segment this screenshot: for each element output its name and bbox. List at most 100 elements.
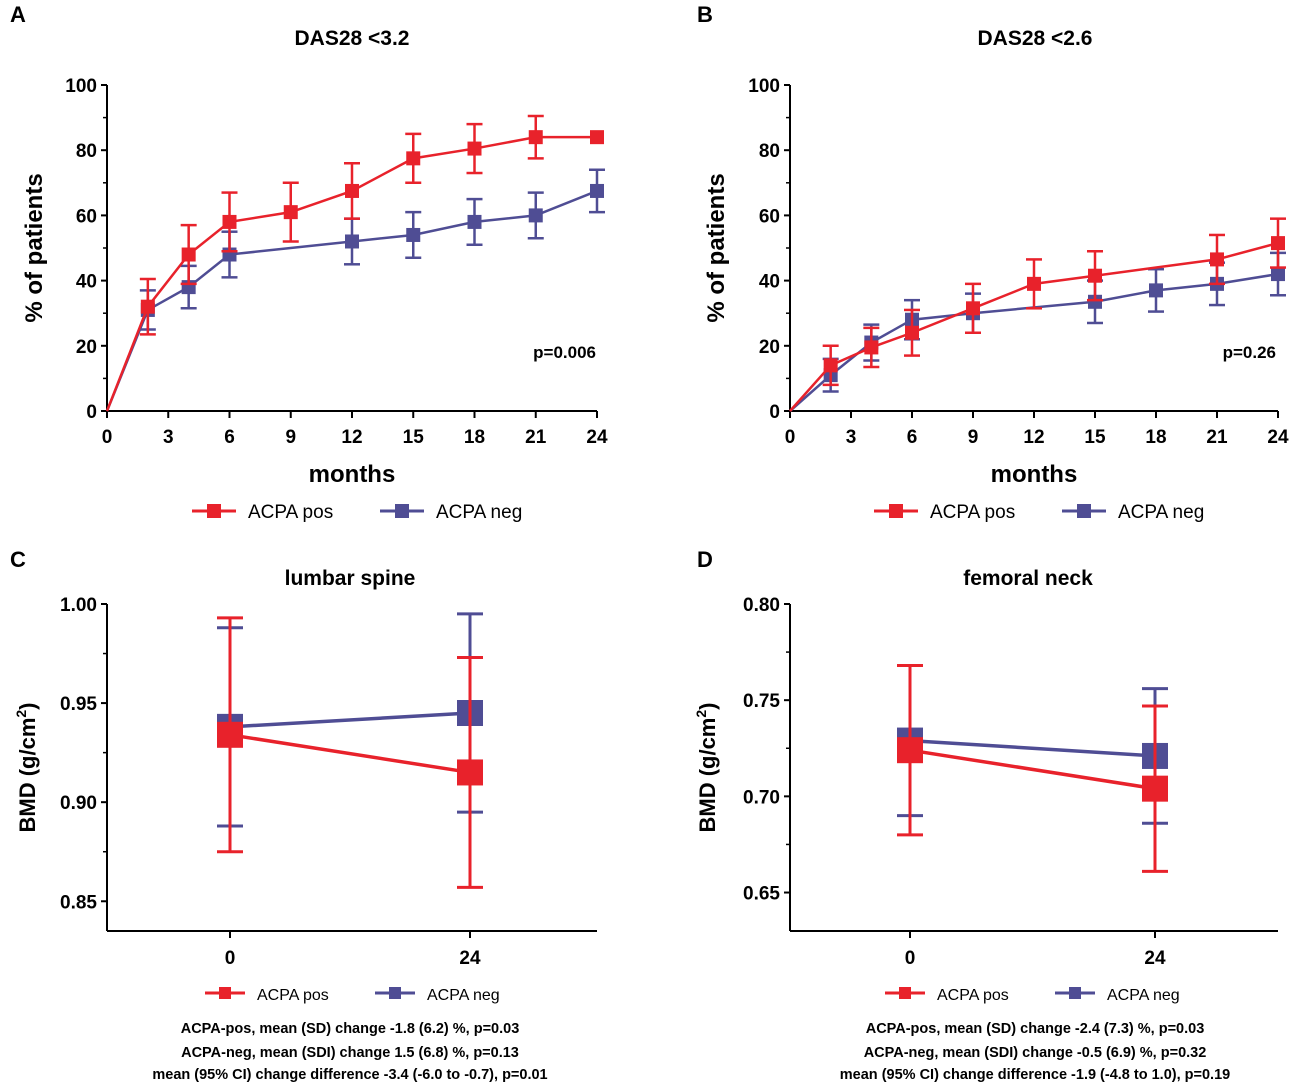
- x-tick-label: 24: [586, 427, 608, 448]
- y-axis-label-sup: 2: [693, 710, 709, 718]
- y-tick-label: 100: [65, 76, 97, 97]
- y-tick-label: 20: [759, 337, 780, 358]
- y-axis-label: BMD (g/cm2): [693, 702, 720, 832]
- data-point-acpa-neg: [528, 208, 543, 223]
- x-tick-label: 6: [224, 427, 235, 448]
- legend-label: ACPA pos: [937, 987, 1009, 1004]
- x-tick-label: 3: [163, 427, 174, 448]
- y-tick-label: 0.75: [743, 691, 780, 712]
- data-point-acpa-pos: [1088, 268, 1102, 283]
- legend-marker: [889, 504, 903, 518]
- data-point-acpa-pos: [905, 325, 919, 340]
- legend-marker: [207, 504, 221, 518]
- data-point-acpa-neg: [1088, 294, 1102, 309]
- y-tick-label: 60: [759, 206, 780, 227]
- legend-label: ACPA pos: [930, 502, 1015, 523]
- data-point-acpa-pos: [457, 759, 483, 786]
- y-tick-label: 1.00: [60, 595, 97, 616]
- legend-label: ACPA pos: [248, 502, 333, 523]
- legend-label: ACPA pos: [257, 987, 329, 1004]
- y-axis-label-end: ): [695, 702, 720, 709]
- panel-a: A DAS28 <3.2 0 20 40 60 80 100 0 3 6 9 12 15 18 21 24 % o…: [10, 2, 608, 523]
- x-tick-label: 24: [1144, 948, 1166, 969]
- y-tick-label: 0.85: [60, 892, 97, 913]
- x-tick-label: 15: [1084, 427, 1106, 448]
- panel-label: C: [10, 547, 26, 572]
- y-tick-label: 60: [76, 206, 97, 227]
- data-point-acpa-pos: [1271, 236, 1285, 251]
- x-tick-label: 18: [1145, 427, 1166, 448]
- panel-label: D: [697, 547, 713, 572]
- x-tick-label: 24: [459, 948, 481, 969]
- y-tick-label: 80: [76, 141, 97, 162]
- legend-marker: [1069, 987, 1081, 999]
- series-line-acpa-pos: [105, 135, 597, 412]
- panel-label: B: [697, 2, 713, 27]
- y-tick-label: 0.80: [743, 595, 780, 616]
- data-point-acpa-pos: [222, 214, 237, 229]
- data-point-acpa-pos: [406, 151, 421, 166]
- x-tick-label: 24: [1267, 427, 1289, 448]
- x-tick-label: 9: [968, 427, 979, 448]
- data-point-acpa-pos: [823, 358, 838, 373]
- series-line-acpa-pos: [909, 748, 1156, 791]
- legend-marker: [1077, 504, 1091, 518]
- stat-note: ACPA-neg, mean (SDI) change 1.5 (6.8) %,…: [181, 1045, 519, 1061]
- x-tick-label: 9: [285, 427, 296, 448]
- data-point-acpa-pos: [217, 721, 243, 748]
- p-value-annotation: p=0.26: [1223, 343, 1276, 362]
- y-tick-label: 100: [748, 76, 780, 97]
- data-point-acpa-pos: [140, 299, 155, 314]
- legend-label: ACPA neg: [427, 987, 500, 1004]
- data-point-acpa-pos: [1210, 252, 1224, 267]
- x-tick-label: 0: [785, 427, 796, 448]
- data-point-acpa-pos: [897, 737, 923, 764]
- stat-note: ACPA-pos, mean (SD) change -2.4 (7.3) %,…: [866, 1021, 1205, 1037]
- x-tick-label: 3: [846, 427, 857, 448]
- y-tick-label: 0.70: [743, 787, 780, 808]
- y-tick-label: 40: [76, 272, 97, 293]
- y-tick-label: 0.65: [743, 884, 780, 905]
- y-tick-label: 0: [769, 402, 780, 423]
- y-axis-label: % of patients: [21, 173, 48, 322]
- y-axis-label-main: BMD (g/cm: [695, 718, 720, 833]
- y-axis-label-end: ): [15, 702, 40, 709]
- legend-label: ACPA neg: [436, 502, 522, 523]
- chart-title: femoral neck: [963, 567, 1093, 590]
- data-point-acpa-pos: [345, 183, 359, 198]
- legend-marker: [389, 987, 401, 999]
- x-tick-label: 12: [1023, 427, 1044, 448]
- data-point-acpa-pos: [181, 247, 196, 262]
- y-axis-label-main: BMD (g/cm: [15, 718, 40, 833]
- series-line-acpa-neg: [229, 711, 471, 729]
- x-tick-label: 18: [464, 427, 485, 448]
- y-tick-label: 0: [86, 402, 97, 423]
- chart-title: DAS28 <3.2: [295, 27, 410, 50]
- legend-label: ACPA neg: [1107, 987, 1180, 1004]
- y-tick-label: 0.95: [60, 694, 97, 715]
- y-tick-label: 80: [759, 141, 780, 162]
- y-axis-label: % of patients: [703, 173, 730, 322]
- y-tick-label: 20: [76, 337, 97, 358]
- y-axis-label-sup: 2: [13, 710, 29, 718]
- series-line-acpa-pos: [229, 733, 471, 775]
- legend-marker: [395, 504, 409, 518]
- data-point-acpa-neg: [590, 183, 604, 198]
- data-point-acpa-pos: [966, 301, 980, 316]
- data-point-acpa-neg: [1149, 283, 1163, 298]
- x-axis-label: months: [991, 461, 1078, 488]
- stat-note: ACPA-neg, mean (SDI) change -0.5 (6.9) %…: [864, 1045, 1207, 1061]
- data-point-acpa-pos: [283, 205, 298, 220]
- y-axis-label: BMD (g/cm2): [13, 702, 40, 832]
- x-tick-label: 0: [102, 427, 113, 448]
- x-axis-label: months: [309, 461, 396, 488]
- legend-marker: [899, 987, 911, 999]
- chart-title: lumbar spine: [285, 567, 416, 590]
- data-point-acpa-pos: [590, 130, 604, 145]
- data-point-acpa-pos: [1142, 775, 1168, 802]
- data-point-acpa-pos: [528, 130, 543, 145]
- data-point-acpa-neg: [345, 234, 359, 249]
- p-value-annotation: p=0.006: [533, 343, 596, 362]
